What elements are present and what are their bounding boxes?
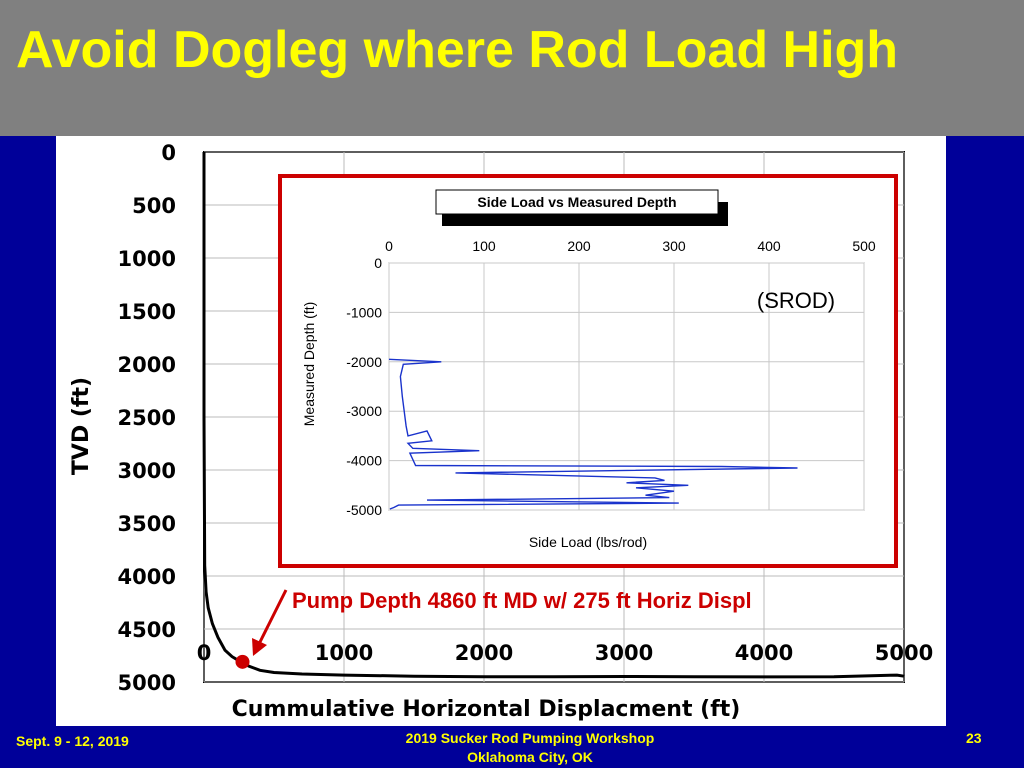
inset-x-tick-label: 500 [852,238,876,254]
chart-svg: 0500100015002000250030003500400045005000… [69,141,934,722]
inset-y-tick-label: -2000 [346,354,382,370]
main-y-tick-label: 0 [161,141,176,165]
main-x-tick-label: 0 [197,641,212,665]
title-bar [0,0,1024,136]
footer-date: Sept. 9 - 12, 2019 [16,733,129,749]
footer-workshop-name: 2019 Sucker Rod Pumping Workshop [405,730,655,746]
main-y-tick-label: 1500 [118,300,176,324]
inset-x-tick-label: 300 [662,238,686,254]
inset-x-tick-label: 0 [385,238,393,254]
main-y-tick-label: 5000 [118,671,176,695]
inset-x-tick-labels: 0 100 200 300 400 500 [385,238,876,254]
inset-annotation: (SROD) [757,288,835,313]
inset-y-tick-label: -3000 [346,403,382,419]
inset-y-tick-label: -1000 [346,304,382,320]
inset-x-axis-title: Side Load (lbs/rod) [529,534,647,550]
inset-x-tick-label: 100 [472,238,496,254]
pump-depth-annotation: Pump Depth 4860 ft MD w/ 275 ft Horiz Di… [292,588,752,613]
inset-trace [388,358,798,510]
main-y-tick-label: 500 [132,194,176,218]
main-y-tick-label: 4000 [118,565,176,589]
footer-workshop: 2019 Sucker Rod Pumping Workshop Oklahom… [330,729,730,767]
main-x-tick-label: 2000 [455,641,513,665]
main-x-tick-label: 4000 [735,641,793,665]
main-y-tick-label: 1000 [118,247,176,271]
main-y-tick-label: 3000 [118,459,176,483]
main-y-tick-label: 4500 [118,618,176,642]
inset-x-tick-label: 400 [757,238,781,254]
inset-y-tick-label: -5000 [346,502,382,518]
annotation-arrow-head [252,638,267,656]
main-x-tick-label: 1000 [315,641,373,665]
main-x-tick-label: 3000 [595,641,653,665]
page-number: 23 [966,730,982,746]
main-trace [202,152,905,679]
inset-y-axis-title: Measured Depth (ft) [301,302,317,427]
main-y-tick-label: 3500 [118,512,176,536]
main-y-tick-labels: 0 500 1000 1500 2000 2500 3000 3500 4000 4500 5000 [118,141,176,695]
main-y-tick-label: 2500 [118,406,176,430]
main-x-tick-label: 5000 [875,641,933,665]
main-y-tick-label: 2000 [118,353,176,377]
inset-grid [388,262,865,511]
inset-y-tick-label: 0 [374,255,382,271]
annotation-arrow-line [257,589,288,645]
inset-title: Side Load vs Measured Depth [477,194,676,210]
footer-workshop-location: Oklahoma City, OK [467,749,593,765]
main-x-axis-title: Cummulative Horizontal Displacment (ft) [232,697,741,722]
slide-title: Avoid Dogleg where Rod Load High [16,21,899,79]
pump-depth-marker [235,654,250,669]
main-x-tick-labels: 0 1000 2000 3000 4000 5000 [197,641,934,665]
inset-y-tick-labels: 0 -1000 -2000 -3000 -4000 -5000 [346,255,382,518]
inset-title-box [435,189,719,215]
inset-y-tick-label: -4000 [346,453,382,469]
inset-x-tick-label: 200 [567,238,591,254]
main-y-axis-title: TVD (ft) [69,377,94,475]
chart-panel: 0 500 1000 1500 2000 2500 3000 3500 4000 4500 5000… [56,136,946,726]
